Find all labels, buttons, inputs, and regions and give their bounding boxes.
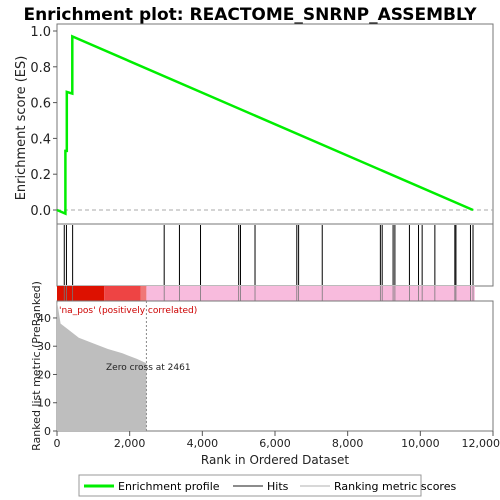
metric-tick-label: 10	[37, 397, 51, 410]
colorbar-strong-positive	[57, 286, 105, 301]
es-tick-label: 0.6	[30, 97, 51, 112]
legend-metric-label: Ranking metric scores	[334, 480, 456, 493]
metric-axis-label: Ranked list metric (PreRanked)	[30, 281, 43, 451]
x-tick-label: 0	[54, 437, 61, 450]
colorbar-positive	[104, 286, 141, 301]
es-tick-label: 1.0	[30, 25, 51, 40]
metric-tick-label: 20	[37, 368, 51, 381]
zero-cross-label: Zero cross at 2461	[106, 363, 191, 373]
es-tick-label: 0.2	[30, 168, 51, 183]
hits-panel	[56, 223, 494, 287]
legend-profile-label: Enrichment profile	[118, 480, 220, 493]
x-tick-label: 6,000	[259, 437, 291, 450]
es-tick-label: 0.4	[30, 132, 51, 147]
metric-tick-label: 40	[37, 312, 51, 325]
x-tick-label: 12,000	[462, 437, 500, 450]
x-tick-label: 8,000	[332, 437, 364, 450]
ranking-metric-area	[57, 301, 147, 431]
correlation-label: 'na_pos' (positively correlated)	[59, 306, 197, 316]
x-tick-label: 4,000	[187, 437, 219, 450]
x-tick-label: 2,000	[114, 437, 146, 450]
enrichment-profile-line	[56, 34, 474, 216]
x-tick-label: 10,000	[401, 437, 440, 450]
es-axis-label: Enrichment score (ES)	[14, 56, 29, 201]
colorbar-weak-positive	[140, 286, 147, 301]
es-tick-label: 0.8	[30, 61, 51, 76]
metric-tick-label: 30	[37, 340, 51, 353]
es-tick-label: 0.0	[30, 204, 51, 219]
colorbar-negative	[146, 286, 475, 301]
legend-hits-label: Hits	[267, 480, 289, 493]
metric-tick-label: 0	[44, 425, 51, 438]
chart-title: Enrichment plot: REACTOME_SNRNP_ASSEMBLY	[23, 5, 477, 25]
x-axis-label: Rank in Ordered Dataset	[201, 453, 349, 467]
